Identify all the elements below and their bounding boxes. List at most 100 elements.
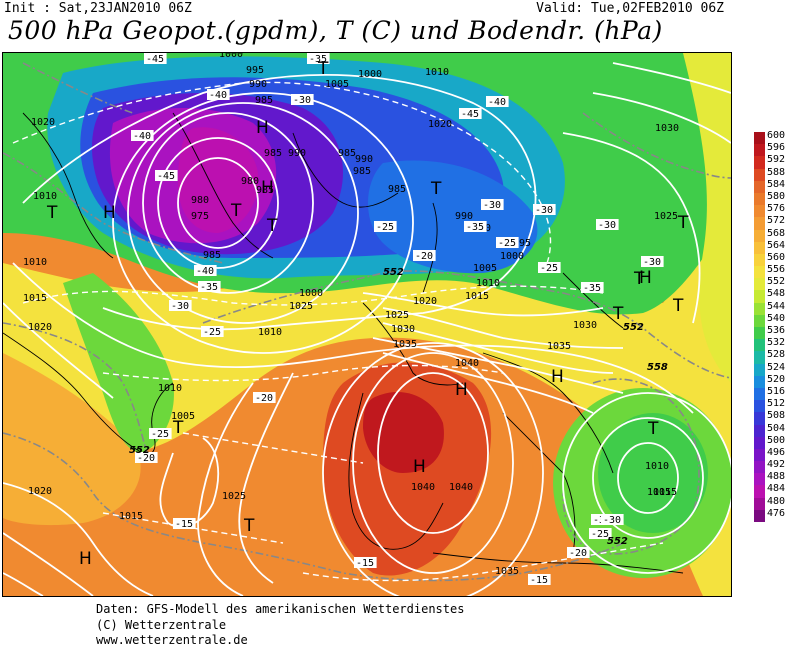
temperature-label-box	[486, 96, 509, 107]
low-pressure-marker: T	[647, 419, 659, 439]
pressure-label: 1040	[455, 358, 479, 369]
temperature-label-box	[253, 392, 276, 403]
legend-label: 500	[767, 434, 786, 446]
temperature-label: -25	[151, 429, 169, 440]
legend-swatch	[754, 497, 765, 510]
temperature-label: -30	[535, 205, 553, 216]
high-pressure-marker: H	[79, 549, 92, 569]
legend-label: 592	[767, 154, 786, 166]
legend-label: 588	[767, 166, 786, 178]
temperature-label: -45	[146, 54, 164, 65]
temperature-label: -25	[376, 222, 394, 233]
temperature-label-box	[567, 547, 590, 558]
temperature-label: -30	[171, 301, 189, 312]
legend-swatch	[754, 241, 765, 254]
legend-swatch	[754, 363, 765, 376]
legend-row: 504	[754, 423, 790, 437]
temperature-label-box	[581, 282, 604, 293]
legend-row: 564	[754, 239, 790, 254]
legend-swatch	[754, 168, 765, 181]
legend-label: 552	[767, 276, 786, 288]
temperature-label: -45	[157, 171, 175, 182]
legend-row: 508	[754, 410, 790, 425]
weather-map: 1000 995 990 985 1005 1000 1010 1020 985 980 975 98…	[2, 52, 732, 597]
temperature-label: -20	[255, 393, 273, 404]
temperature-label: -35	[583, 283, 601, 294]
legend-row: 540	[754, 313, 790, 327]
legend-swatch	[754, 327, 765, 340]
legend-label: 520	[767, 373, 786, 385]
pressure-label: 1010	[23, 257, 47, 268]
legend-label: 480	[767, 495, 786, 507]
legend-row: 488	[754, 471, 790, 486]
footer-line-source: Daten: GFS-Modell des amerikanischen Wet…	[96, 602, 465, 616]
pressure-label: 1035	[495, 566, 519, 577]
pressure-label: 1005	[171, 411, 195, 422]
legend-row: 480	[754, 495, 790, 510]
legend-label: 560	[767, 251, 786, 263]
temperature-label-box	[538, 262, 561, 273]
temperature-label-box	[201, 326, 224, 337]
high-pressure-marker: H	[639, 268, 652, 288]
pressure-label: 1020	[413, 296, 437, 307]
isobars	[3, 62, 731, 596]
isotherms	[12, 81, 664, 582]
legend-label: 548	[767, 288, 786, 300]
low-pressure-marker: T	[230, 201, 242, 221]
pressure-label: 1025	[222, 491, 246, 502]
low-pressure-marker: T	[612, 304, 624, 324]
temperature-label-box	[155, 170, 178, 181]
pressure-label: 980	[241, 176, 259, 187]
legend-label: 516	[767, 385, 786, 397]
temperature-label-box	[481, 199, 504, 210]
pressure-label: 975	[191, 211, 209, 222]
chart-title: 500 hPa Geopot.(gpdm), T (C) und Bodendr…	[8, 16, 663, 45]
pressure-label: 1020	[31, 117, 55, 128]
pressure-label: 1040	[449, 482, 473, 493]
legend-swatch	[754, 205, 765, 218]
temperature-label: -20	[415, 251, 433, 262]
footer-line-url[interactable]: www.wetterzentrale.de	[96, 633, 248, 647]
legend-label: 572	[767, 215, 786, 227]
temperature-label-box	[354, 557, 377, 568]
legend-label: 484	[767, 483, 786, 495]
temperature-label-box	[464, 221, 487, 232]
legend-swatch	[754, 144, 765, 157]
pressure-label: 1015	[23, 293, 47, 304]
pressure-label: 1010	[645, 461, 669, 472]
pressure-label: 1025	[289, 301, 313, 312]
pressure-label: 1010	[258, 327, 282, 338]
legend-swatch	[754, 351, 765, 364]
pressure-label: 990	[455, 211, 473, 222]
pressure-label: 1030	[655, 123, 679, 134]
legend-swatch	[754, 302, 765, 315]
legend-row: 600	[754, 130, 790, 145]
legend-swatch	[754, 448, 765, 462]
pressure-label: 1015	[653, 487, 677, 498]
temperature-label: -30	[643, 257, 661, 268]
legend-row: 484	[754, 483, 790, 498]
legend-row: 552	[754, 276, 790, 291]
pressure-label: 1010	[158, 383, 182, 394]
low-pressure-marker: T	[243, 516, 255, 536]
legend-row: 556	[754, 264, 790, 279]
geopotential-552-label: 552	[623, 322, 644, 333]
temperature-label-box	[496, 237, 519, 248]
pressure-label: 985	[264, 148, 282, 159]
legend-row: 496	[754, 447, 790, 462]
temp-band-darkred	[363, 392, 444, 473]
temperature-label-box	[307, 53, 330, 64]
high-pressure-marker: H	[103, 203, 116, 223]
legend-row: 592	[754, 154, 790, 169]
temperature-label-box	[459, 108, 482, 119]
pressure-label: 1035	[547, 341, 571, 352]
temperature-label-box	[144, 53, 167, 64]
geopotential-552-label: 552	[383, 267, 404, 278]
pressure-label: 985	[203, 250, 221, 261]
legend-label: 536	[767, 325, 786, 336]
temperature-label: -35	[466, 222, 484, 233]
legend-label: 564	[767, 239, 786, 251]
temperature-label-box	[194, 265, 217, 276]
data-source-footer: Daten: GFS-Modell des amerikanischen Wet…	[96, 602, 464, 649]
pressure-label: 1040	[411, 482, 435, 493]
